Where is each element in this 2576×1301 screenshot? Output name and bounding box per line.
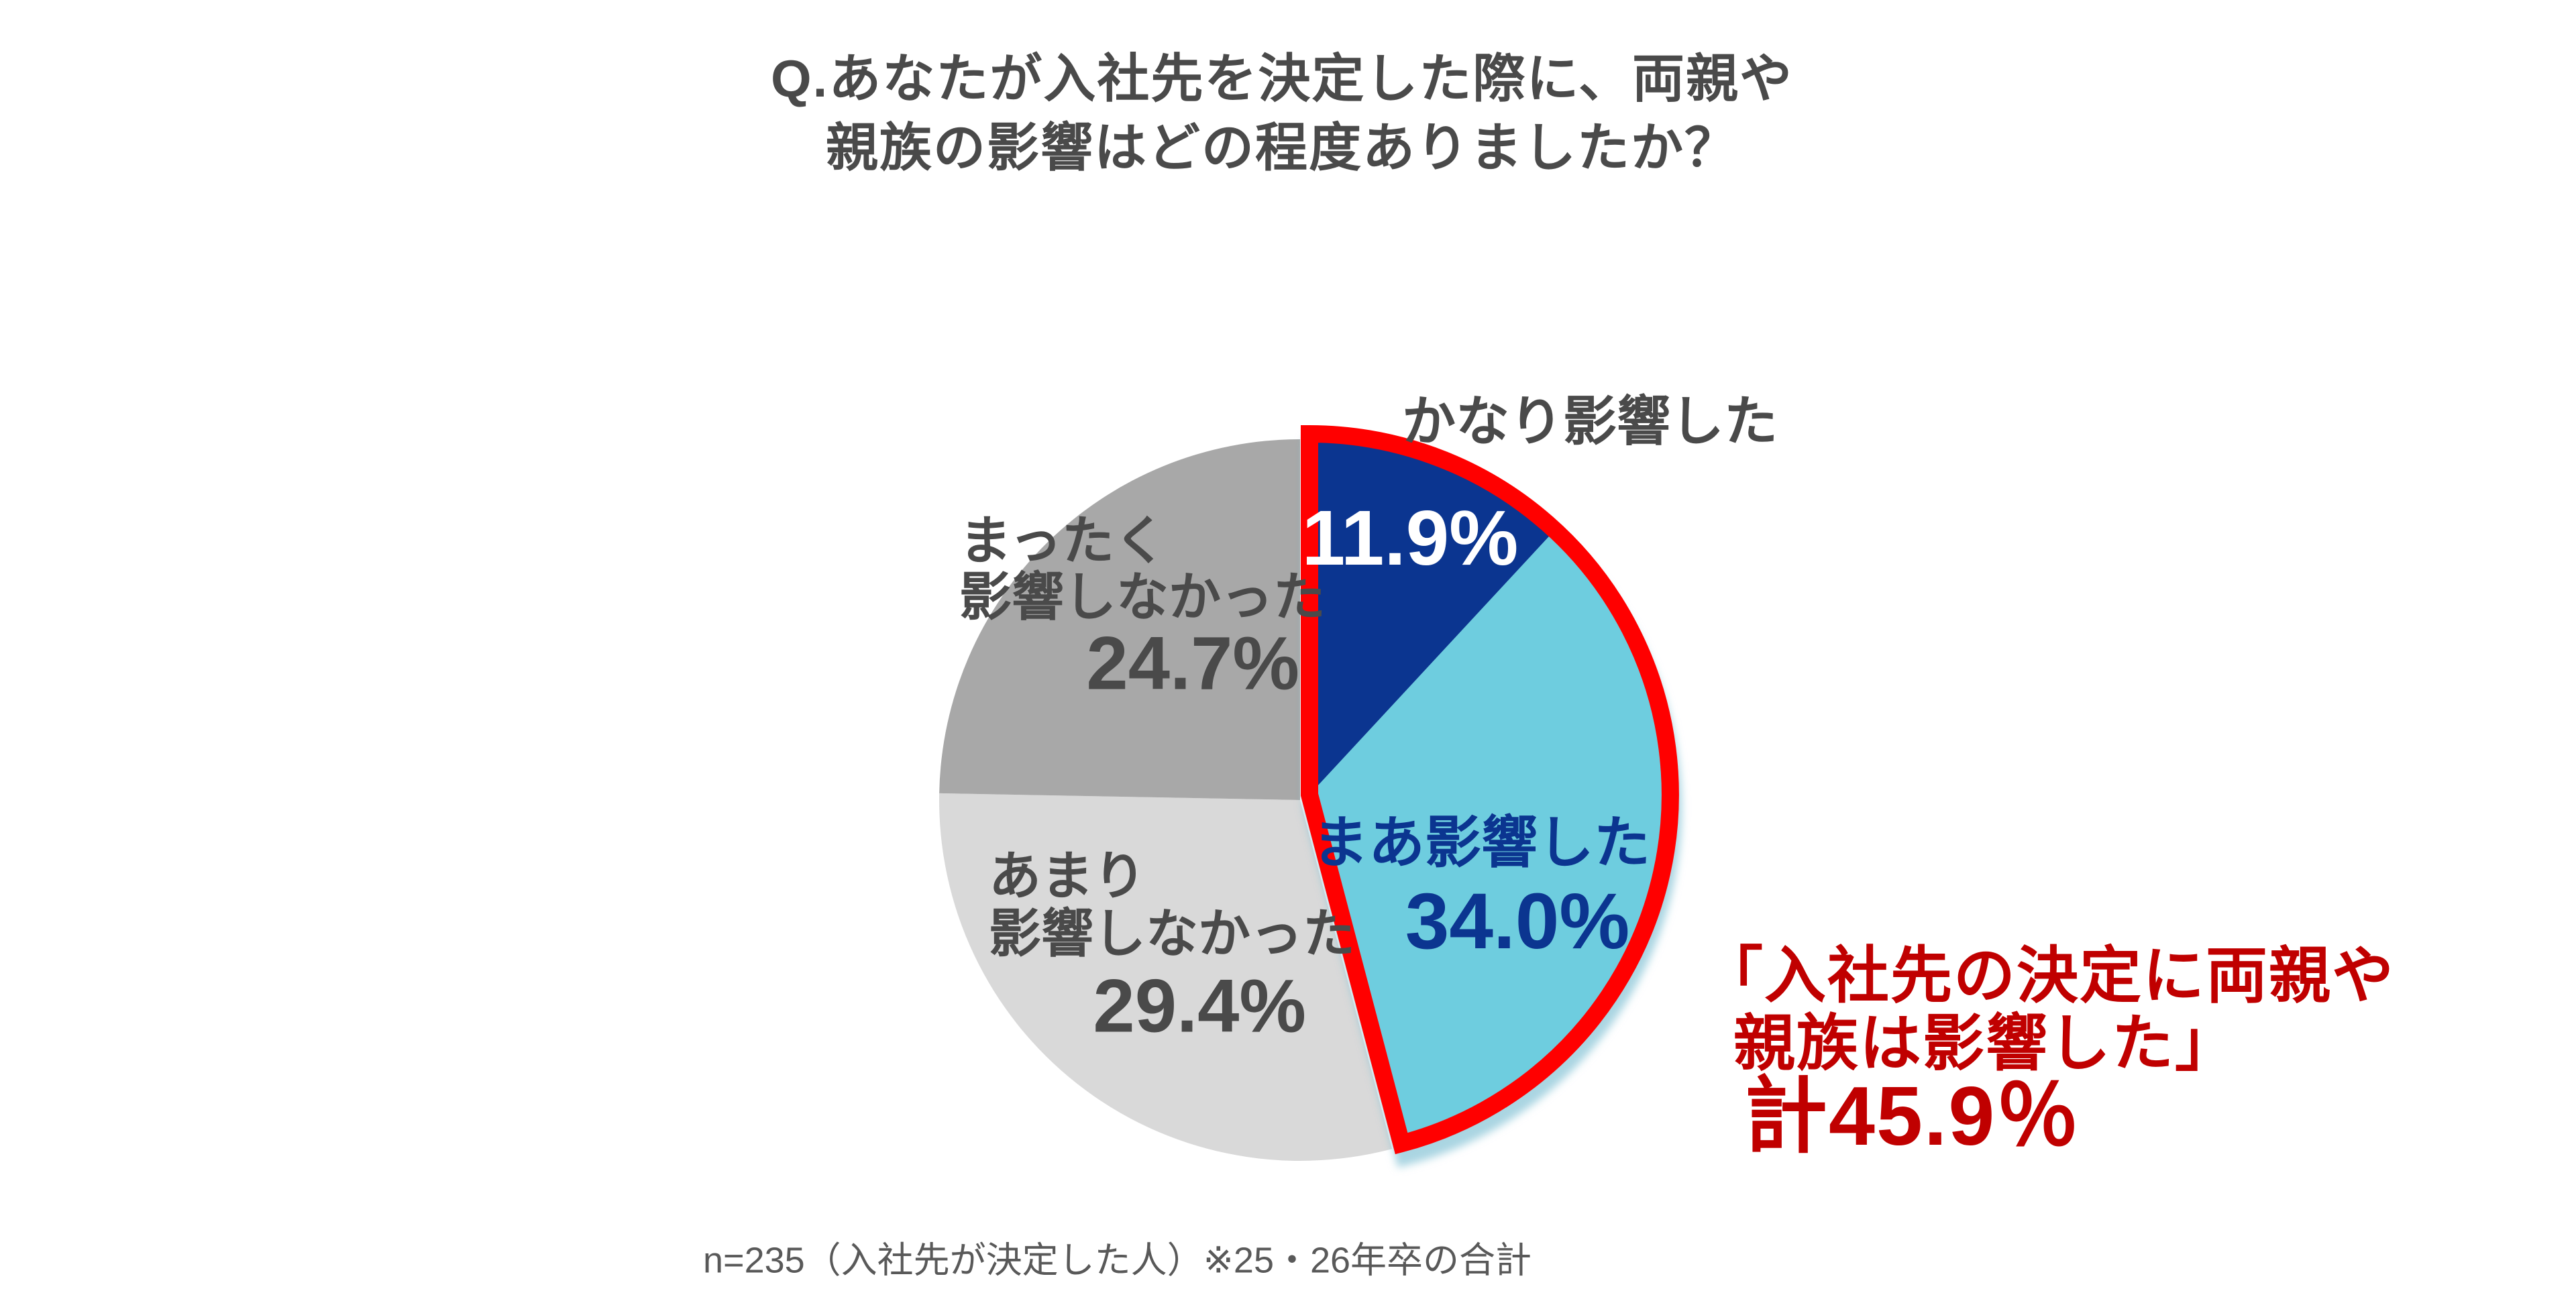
pie-slice-1	[1309, 434, 1555, 795]
slice-label-maa: まあ影響した	[1311, 811, 1651, 874]
slice-value-mattaku: 24.7%	[1086, 621, 1299, 705]
slice-value-maa: 34.0%	[1405, 877, 1630, 966]
slice-label-kanari: かなり影響した	[1402, 392, 1778, 451]
footnote: n=235（入社先が決定した人）※25・26年卒の合計	[703, 1240, 1532, 1281]
slice-label-amari-line1: あまり	[989, 846, 1146, 905]
pie-slice-4	[939, 439, 1300, 800]
pie-slice-2	[1309, 530, 1670, 1144]
slice-value-amari: 29.4%	[1093, 964, 1306, 1048]
pie-highlighted-wedge	[1301, 425, 1679, 1155]
highlight-annotation-line1: 「入社先の決定に両親や	[1701, 942, 2396, 1011]
pie-slice-3	[939, 793, 1393, 1161]
pie-base-slices	[939, 439, 1393, 1161]
slice-label-mattaku-line1: まったく	[959, 511, 1167, 570]
slice-label-mattaku-line2: 影響しなかった	[959, 567, 1326, 626]
highlight-outline	[1301, 425, 1679, 1155]
slice-label-amari-line2: 影響しなかった	[989, 904, 1356, 963]
highlight-annotation-total: 計45.9％	[1744, 1070, 2081, 1163]
slice-value-kanari: 11.9%	[1301, 494, 1519, 581]
highlight-annotation-line2: 親族は影響した」	[1733, 1009, 2239, 1078]
title-line-1: Q.あなたが入社先を決定した際に、両親や	[770, 49, 1794, 108]
title-line-2: 親族の影響はどの程度ありましたか？	[825, 118, 1739, 177]
page-title: Q.あなたが入社先を決定した際に、両親や 親族の影響はどの程度ありましたか？	[771, 44, 1793, 182]
